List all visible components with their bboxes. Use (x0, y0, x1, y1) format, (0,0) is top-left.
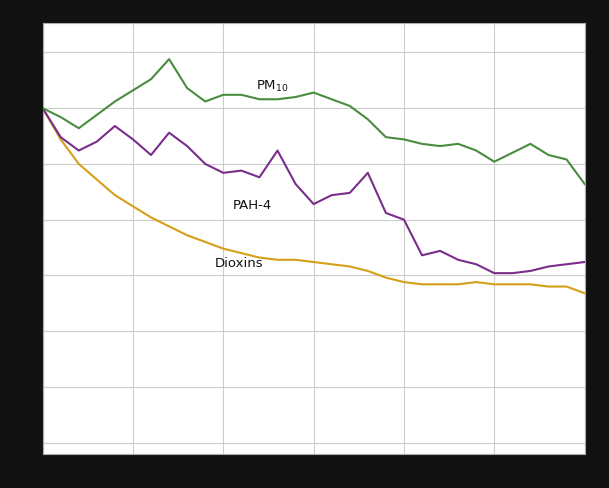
Text: Dioxins: Dioxins (214, 256, 263, 269)
Text: PM$_{10}$: PM$_{10}$ (256, 78, 289, 93)
Text: PAH-4: PAH-4 (233, 198, 272, 211)
